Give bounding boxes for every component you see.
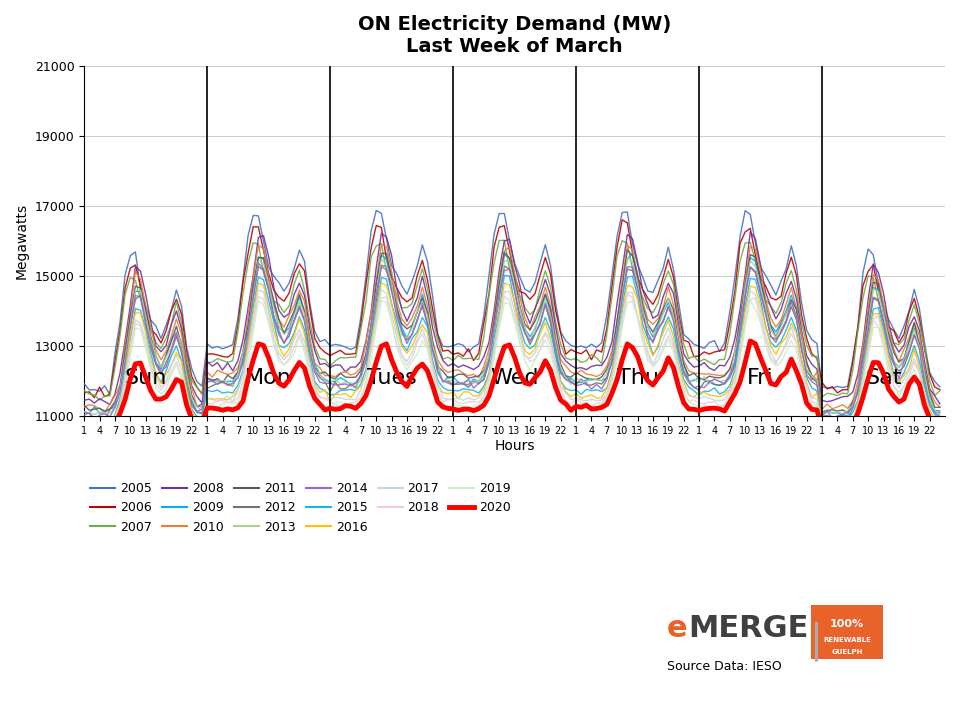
Text: Sun: Sun — [125, 368, 167, 388]
X-axis label: Hours: Hours — [494, 438, 535, 453]
Legend: 2005, 2006, 2007, 2008, 2009, 2010, 2011, 2012, 2013, 2014, 2015, 2016, 2017, 20: 2005, 2006, 2007, 2008, 2009, 2010, 2011… — [90, 482, 511, 534]
Text: RENEWABLE: RENEWABLE — [824, 637, 871, 643]
Text: MERGE: MERGE — [688, 614, 808, 643]
Text: Wed: Wed — [491, 368, 539, 388]
Text: 100%: 100% — [830, 618, 864, 629]
Y-axis label: Megawatts: Megawatts — [15, 203, 29, 279]
Text: Thu: Thu — [616, 368, 659, 388]
Title: ON Electricity Demand (MW)
Last Week of March: ON Electricity Demand (MW) Last Week of … — [358, 15, 671, 56]
Text: GUELPH: GUELPH — [831, 649, 863, 655]
Text: Sat: Sat — [865, 368, 901, 388]
Text: Fri: Fri — [747, 368, 774, 388]
Text: e: e — [667, 614, 687, 643]
Text: |: | — [809, 621, 823, 660]
Text: Source Data: IESO: Source Data: IESO — [667, 660, 782, 672]
Text: Tues: Tues — [367, 368, 417, 388]
Text: Mon: Mon — [245, 368, 292, 388]
